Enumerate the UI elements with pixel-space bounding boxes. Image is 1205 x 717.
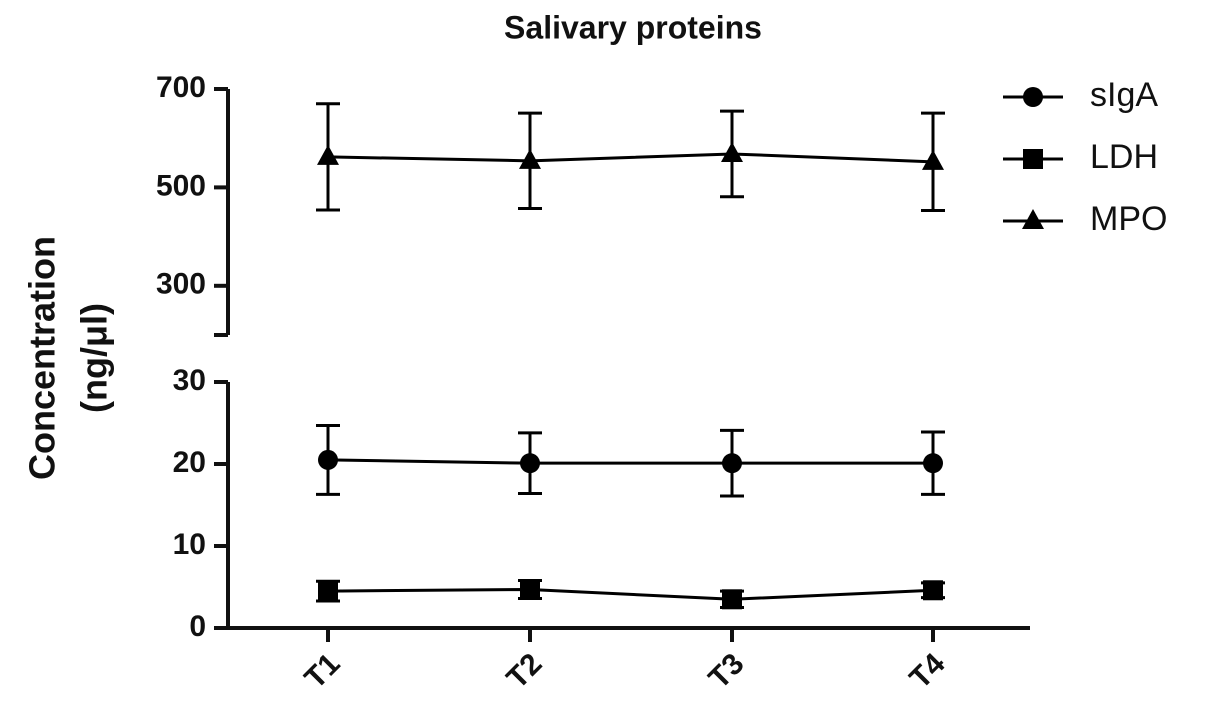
marker — [1023, 87, 1043, 107]
marker — [520, 579, 540, 600]
marker — [922, 149, 944, 170]
x-tick-label: T4 — [903, 647, 951, 695]
marker — [318, 449, 338, 470]
marker — [923, 580, 943, 601]
x-tick-label: T1 — [298, 647, 346, 695]
y-tick-label: 30 — [173, 364, 206, 397]
series-line — [327, 152, 934, 164]
legend-label: LDH — [1090, 138, 1158, 176]
x-tick-label: T3 — [702, 647, 750, 695]
y-tick-label: 0 — [189, 610, 206, 643]
marker — [520, 453, 540, 474]
marker — [318, 581, 338, 602]
y-tick-label: 700 — [156, 71, 206, 104]
chart-title: Salivary proteins — [504, 9, 762, 45]
legend-label: sIgA — [1090, 76, 1158, 114]
y-tick-label: 500 — [156, 169, 206, 202]
y-tick-label: 20 — [173, 446, 206, 479]
series-line — [327, 458, 933, 465]
marker — [317, 144, 339, 165]
legend-label: MPO — [1090, 200, 1167, 238]
x-tick-label: T2 — [500, 647, 548, 695]
marker — [923, 453, 943, 474]
marker — [519, 148, 541, 169]
marker — [1023, 149, 1043, 169]
marker — [722, 589, 742, 610]
marker — [1022, 209, 1044, 229]
y-axis-label: (ng/μl) — [74, 303, 115, 413]
marker — [721, 141, 743, 162]
series-line — [327, 587, 934, 601]
y-axis-label: Concentration — [22, 236, 63, 480]
y-tick-label: 10 — [173, 528, 206, 561]
marker — [722, 453, 742, 474]
y-tick-label: 300 — [156, 268, 206, 301]
